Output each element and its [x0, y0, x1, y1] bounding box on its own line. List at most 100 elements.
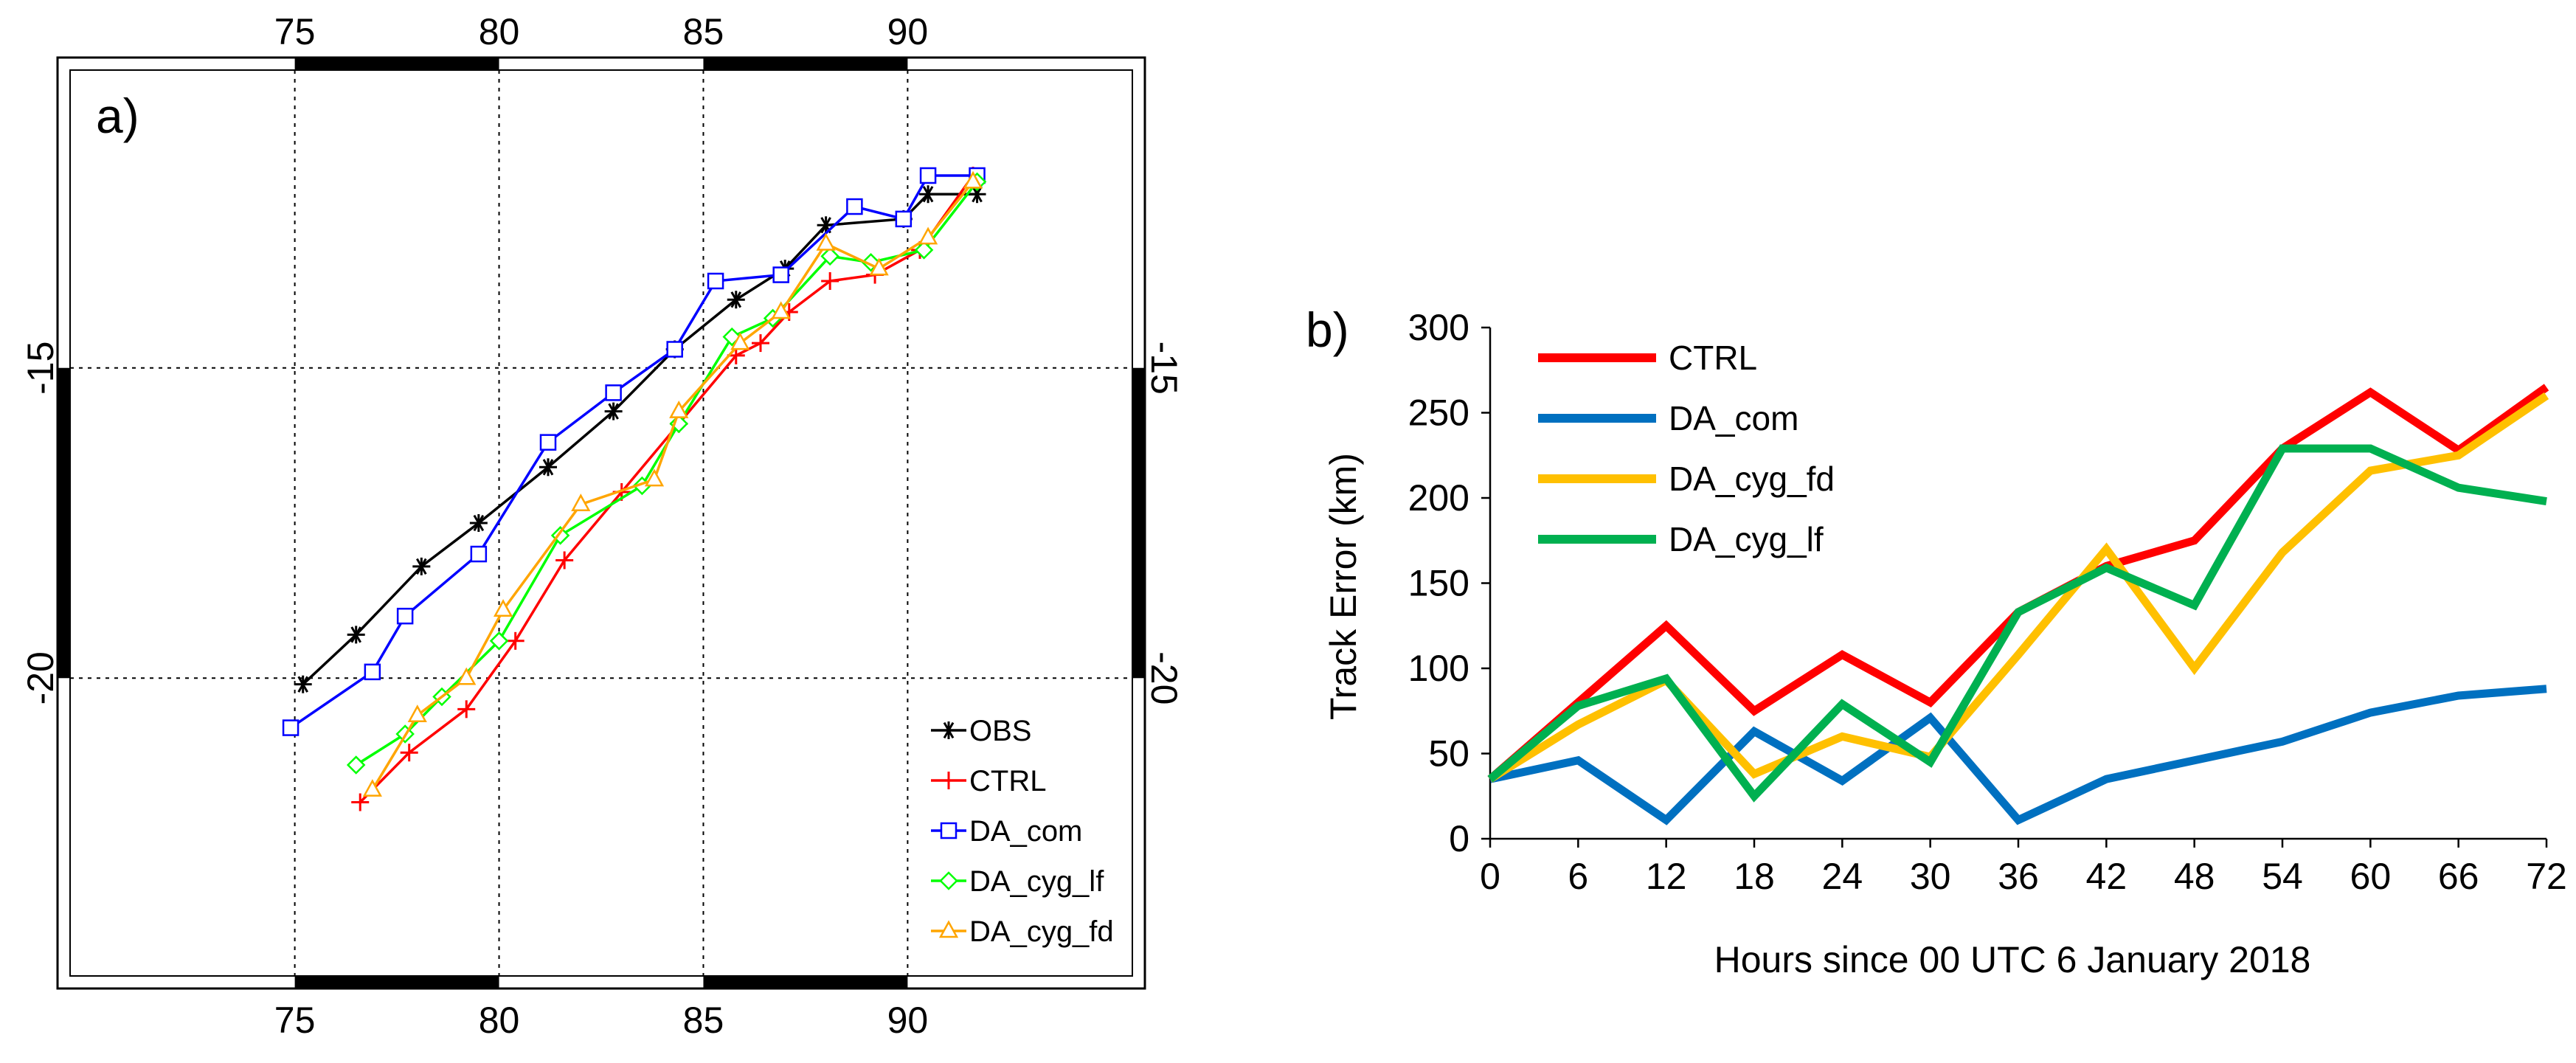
x-tick-label-top: 80: [479, 11, 520, 52]
track-point-obs: [919, 185, 938, 204]
border-bar-top: [703, 58, 908, 70]
legend-marker-obs: [940, 721, 958, 739]
track-point-da-cyg-fd: [571, 494, 591, 512]
track-point-da-com: [707, 272, 724, 290]
border-bar-top: [294, 58, 499, 70]
track-point-ctrl: [351, 793, 370, 811]
panel-b-tick-labels: 0 50 100 150 200 250 300 0 6 12 18 24 30 36 42 48 54 60 66…: [1408, 307, 2567, 897]
track-point-ctrl: [506, 631, 524, 650]
legend-label-da-cyg-lf: DA_cyg_lf: [969, 865, 1104, 898]
legend-entry-da-com: DA_com: [931, 815, 1082, 848]
track-point-da-cyg-fd: [493, 599, 513, 617]
track-point-da-cyg-fd: [771, 301, 791, 319]
x-tick-label: 42: [2086, 856, 2127, 897]
x-tick-label: 54: [2262, 856, 2303, 897]
track-point-da-cyg-fd: [644, 468, 665, 487]
x-tick-label: 0: [1480, 856, 1500, 897]
border-bar-left: [58, 367, 70, 679]
x-tick-label: 66: [2438, 856, 2479, 897]
x-tick-label: 72: [2526, 856, 2567, 897]
track-point-da-com: [919, 167, 937, 184]
track-point-da-cyg-lf: [489, 631, 509, 651]
track-point-da-com: [666, 341, 683, 358]
legend-entry-da-cyg-fd: DA_cyg_fd: [1538, 460, 1835, 498]
x-tick-label: 18: [1734, 856, 1775, 897]
y-tick-label-left: -15: [20, 342, 61, 395]
track-point-da-com: [846, 198, 863, 215]
x-tick-label: 6: [1568, 856, 1588, 897]
track-point-da-com: [605, 384, 622, 401]
legend-marker-ctrl: [940, 772, 958, 789]
legend-entry-ctrl: CTRL: [1538, 339, 1757, 377]
x-tick-label: 12: [1646, 856, 1687, 897]
track-point-ctrl: [457, 700, 476, 719]
track-point-da-cyg-fd: [730, 332, 750, 350]
legend-marker-da-com: [940, 822, 958, 839]
panel-b-series: [1487, 384, 2549, 825]
legend-label-da-com: DA_com: [1669, 399, 1798, 437]
panel-b-label: b): [1306, 302, 1349, 357]
legend-entry-da-cyg-fd: DA_cyg_fd: [931, 915, 1114, 948]
track-point-obs: [727, 291, 745, 309]
legend-entry-obs: OBS: [931, 715, 1031, 747]
track-point-da-com: [282, 719, 300, 736]
x-tick-label-top: 90: [887, 11, 929, 52]
track-point-da-cyg-fd: [918, 226, 938, 245]
x-tick-label: 48: [2174, 856, 2215, 897]
y-tick-label-left: -20: [20, 651, 61, 704]
x-tick-label-bottom: 80: [479, 1000, 520, 1041]
panel-a-track-map: 75 75 80 80 85 85 90 90 -15 -15 -20 -20 OBS CTRL DA_c…: [20, 11, 1185, 1041]
track-point-da-com: [895, 210, 913, 228]
x-tick-label: 30: [1910, 856, 1951, 897]
legend-label-da-cyg-lf: DA_cyg_lf: [1669, 520, 1824, 558]
error-line-da-cyg-lf: [1487, 444, 2547, 803]
y-tick-label-right: -20: [1143, 651, 1185, 704]
track-point-ctrl: [555, 551, 574, 569]
track-point-da-com: [396, 607, 414, 625]
series-da-com: [282, 167, 986, 736]
panel-b-y-axis-title: Track Error (km): [1323, 453, 1364, 720]
legend-entry-ctrl: CTRL: [931, 765, 1046, 797]
track-point-da-cyg-fd: [669, 401, 689, 418]
border-bar-bottom: [294, 976, 499, 988]
y-tick-label: 0: [1449, 818, 1469, 859]
track-point-obs: [347, 626, 365, 644]
series-da-cyg-lf: [346, 172, 987, 775]
track-point-da-com: [470, 545, 488, 563]
track-point-da-com: [364, 663, 381, 681]
track-point-ctrl: [752, 334, 769, 353]
panel-b-track-error-chart: 0 50 100 150 200 250 300 0 6 12 18 24 30 36 42 48 54 60 66…: [1306, 302, 2567, 980]
track-point-da-cyg-lf: [820, 246, 839, 266]
panel-b-legend: CTRL DA_com DA_cyg_fd DA_cyg_lf: [1538, 339, 1835, 558]
series-da-cyg-fd: [362, 170, 983, 797]
y-tick-label-right: -15: [1143, 342, 1185, 395]
track-point-obs: [412, 557, 431, 575]
panel-a-series: [282, 166, 987, 811]
error-line-ctrl: [1487, 384, 2549, 783]
y-tick-label: 300: [1408, 307, 1469, 348]
legend-label-ctrl: CTRL: [1669, 339, 1757, 377]
legend-entry-da-cyg-lf: DA_cyg_lf: [931, 865, 1104, 898]
panel-a-tick-labels: 75 75 80 80 85 85 90 90 -15 -15 -20 -20: [20, 11, 1185, 1041]
legend-entry-da-cyg-lf: DA_cyg_lf: [1538, 520, 1824, 558]
legend-marker-da-cyg-lf: [939, 871, 958, 890]
track-point-obs: [539, 458, 557, 477]
track-point-obs: [469, 514, 488, 532]
track-point-obs: [294, 675, 312, 693]
track-point-da-cyg-fd: [869, 257, 889, 276]
track-point-da-cyg-fd: [457, 667, 477, 685]
y-tick-label: 250: [1408, 392, 1469, 434]
legend-label-obs: OBS: [969, 715, 1031, 747]
track-point-da-cyg-fd: [407, 704, 427, 722]
x-tick-label-top: 85: [683, 11, 724, 52]
x-tick-label: 60: [2350, 856, 2392, 897]
panel-a-outer-frame: [56, 56, 1146, 990]
track-point-ctrl: [400, 744, 418, 762]
track-point-obs: [604, 402, 623, 420]
panel-b-x-axis-title: Hours since 00 UTC 6 January 2018: [1714, 939, 2311, 980]
panel-a-border-bars: [58, 58, 1145, 988]
panel-a-legend: OBS CTRL DA_com DA_cyg_lf DA_cyg_fd: [931, 715, 1114, 948]
border-bar-bottom: [703, 976, 908, 988]
track-point-da-cyg-lf: [914, 240, 934, 260]
